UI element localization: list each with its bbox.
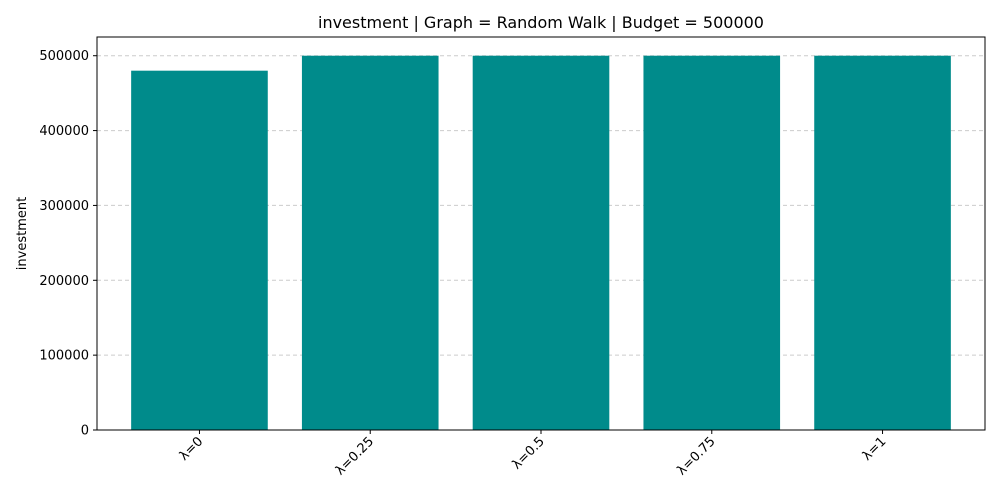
bar xyxy=(814,55,951,430)
bar xyxy=(301,55,439,430)
bars xyxy=(131,55,951,430)
x-tick-label: λ=0.25 xyxy=(333,434,377,478)
x-tick-label: λ=0 xyxy=(177,434,207,464)
x-tick-label: λ=0.75 xyxy=(674,434,718,478)
y-axis-ticks: 0 100000 200000 300000 400000 500000 xyxy=(39,49,97,439)
x-tick-label: λ=0.5 xyxy=(509,434,547,472)
x-tick-label: λ=1 xyxy=(860,434,890,464)
y-tick-label: 400000 xyxy=(39,124,89,139)
y-tick-label: 100000 xyxy=(39,349,89,364)
y-tick-label: 500000 xyxy=(39,49,89,64)
bar xyxy=(643,55,781,430)
x-axis-ticks: λ=0 λ=0.25 λ=0.5 λ=0.75 λ=1 xyxy=(177,430,890,478)
y-axis-label: investment xyxy=(15,197,30,270)
bar xyxy=(472,55,610,430)
bar xyxy=(131,70,268,430)
y-tick-label: 200000 xyxy=(39,274,89,289)
y-tick-label: 300000 xyxy=(39,199,89,214)
y-tick-label: 0 xyxy=(81,424,89,439)
chart-title: investment | Graph = Random Walk | Budge… xyxy=(318,13,764,32)
